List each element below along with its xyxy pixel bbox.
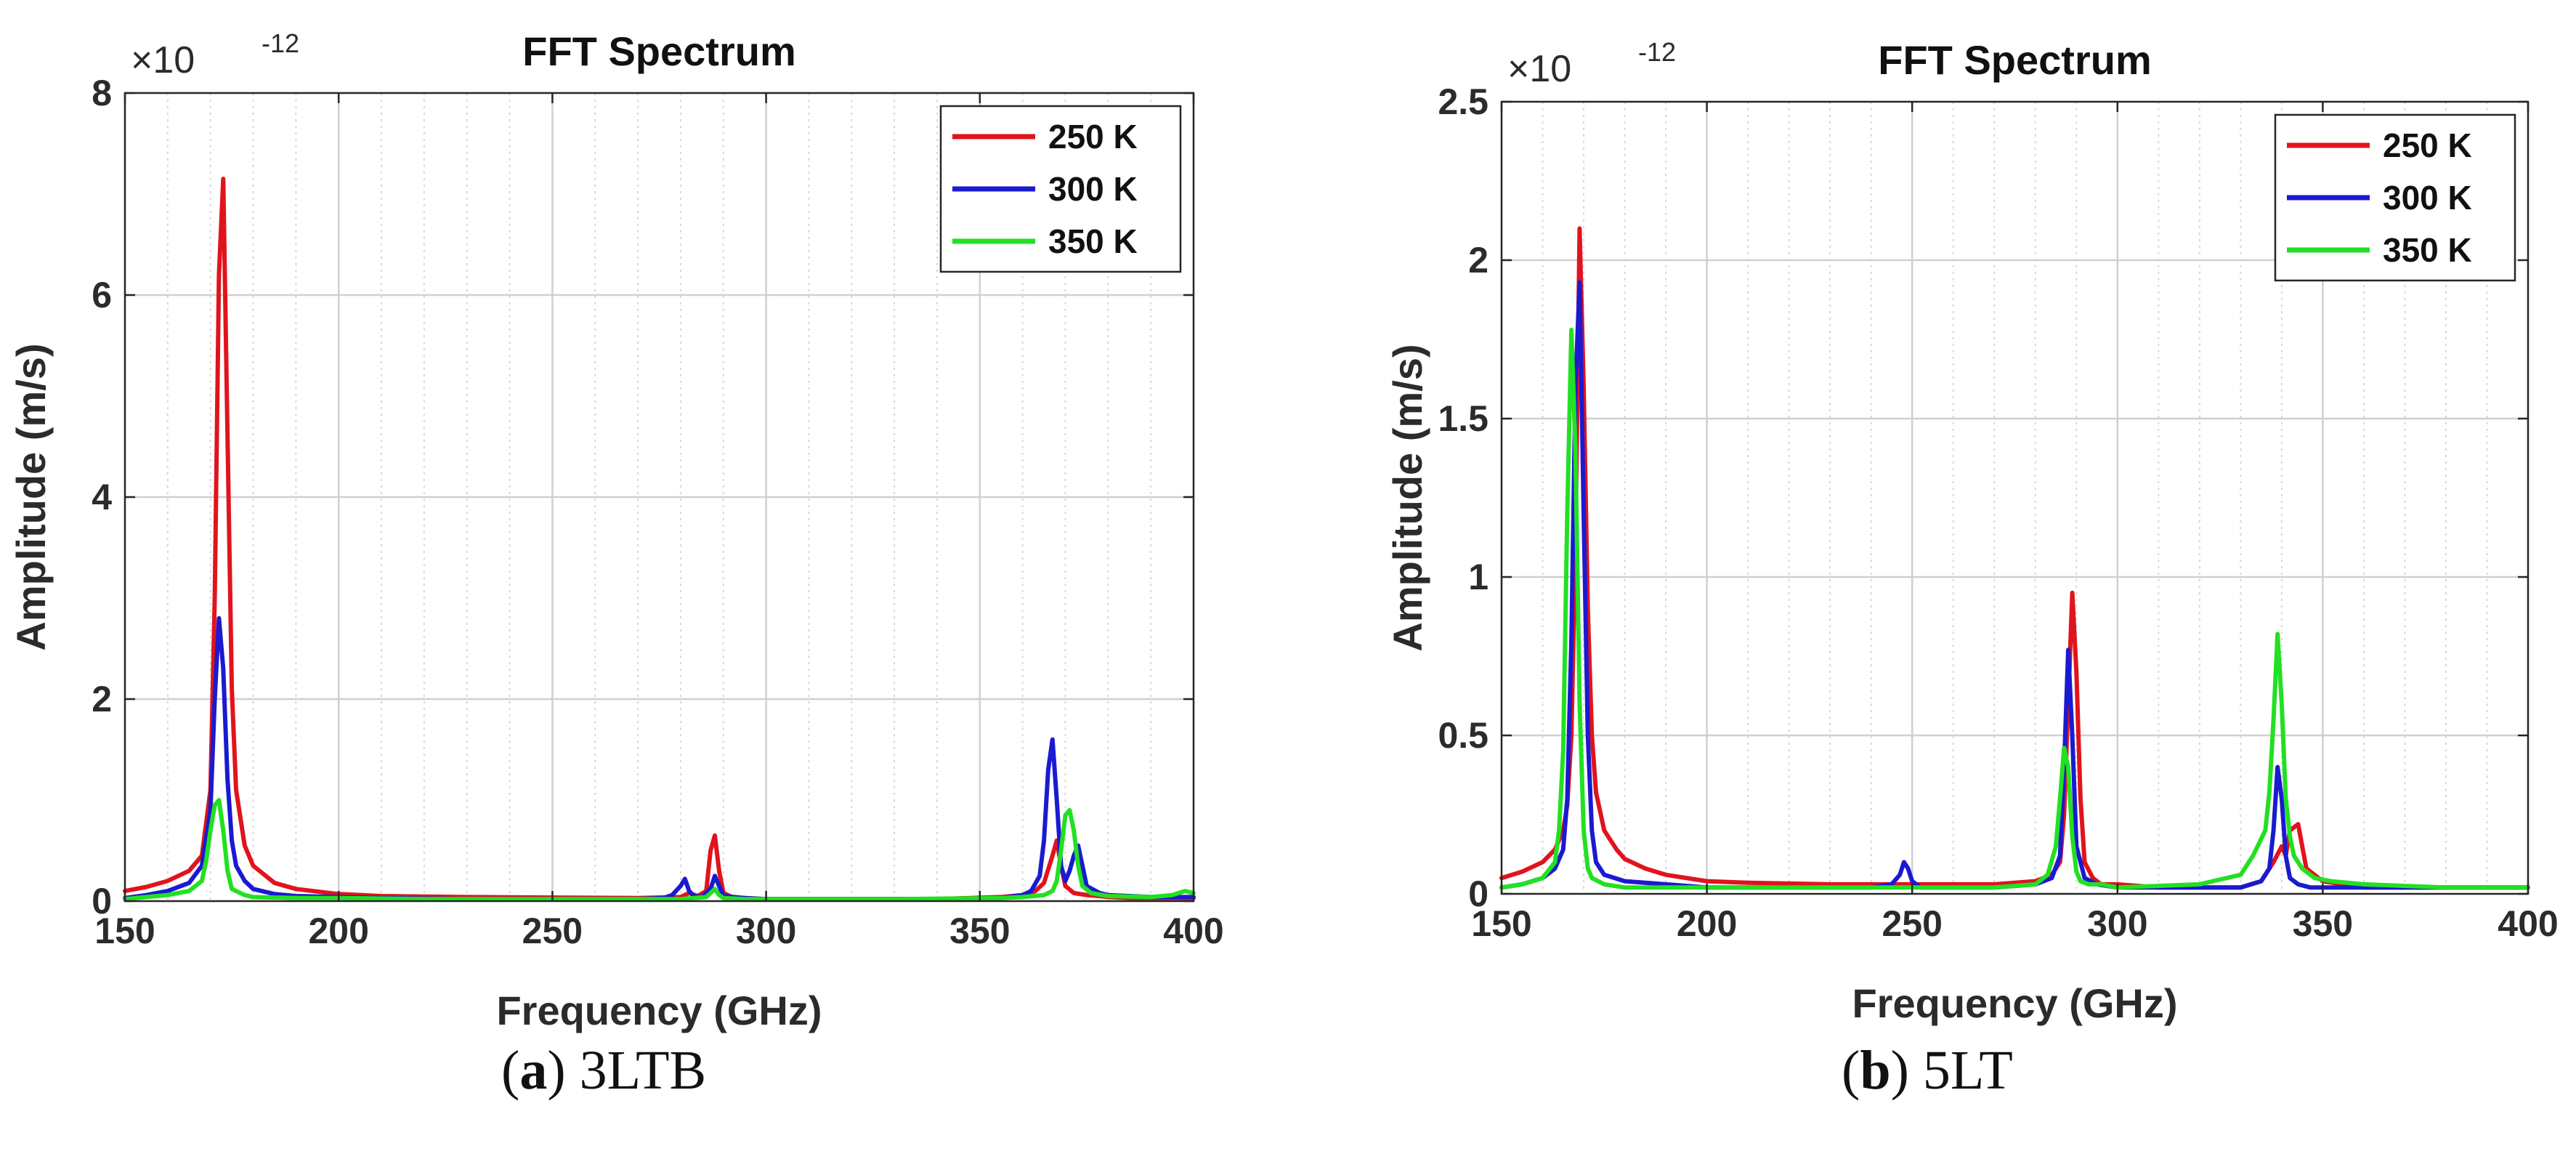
legend: 250 K 300 K 350 K (939, 105, 1182, 273)
x-tick-label: 350 (2293, 903, 2353, 944)
caption-a: (a) 3LTB (501, 1040, 707, 1101)
series-line-350-k (1499, 327, 2530, 890)
chart-panel-b: 150 200 250 300 350 400 0 0.5 1 1.5 2 2.5 ×10 -12 FFT … (1385, 37, 2559, 1026)
caption-a-name: 3LTB (579, 1040, 707, 1101)
y-tick-label: 8 (92, 73, 112, 113)
axes-box (1500, 100, 2530, 895)
chart-title: FFT Spectrum (522, 28, 795, 74)
series-line-350-k (123, 798, 1196, 902)
y-tick-label: 1 (1468, 557, 1489, 597)
y-tick-label: 1.5 (1438, 398, 1489, 439)
legend-label: 250 K (2383, 126, 2472, 164)
legend-label: 300 K (2383, 179, 2472, 217)
chart-panel-a: 150 200 250 300 350 400 0 2 4 6 8 ×10 -12 FFT Spectru… (8, 28, 1224, 1033)
x-axis-label: Frequency (GHz) (1852, 980, 2177, 1026)
x-tick-label: 300 (736, 911, 796, 951)
caption-b: (b) 5LT (1842, 1040, 2013, 1101)
legend-label: 350 K (2383, 231, 2472, 269)
y-exponent-power: -12 (1638, 37, 1676, 67)
y-tick-label: 2 (92, 679, 112, 719)
legend: 250 K 300 K 350 K (2274, 113, 2516, 282)
y-tick-label: 0 (1468, 873, 1489, 914)
x-tick-label: 200 (1677, 903, 1737, 944)
x-tick-label: 250 (1882, 903, 1942, 944)
caption-b-name: 5LT (1922, 1040, 2013, 1101)
caption-b-letter: b (1860, 1040, 1891, 1101)
legend-label: 250 K (1048, 118, 1138, 156)
y-tick-label: 2.5 (1438, 81, 1489, 122)
caption-a-letter: a (519, 1040, 548, 1101)
x-axis-label: Frequency (GHz) (496, 988, 822, 1033)
y-axis-label: Amplitude (m/s) (1385, 344, 1430, 651)
legend-label: 300 K (1048, 170, 1138, 208)
y-exponent-power: -12 (262, 28, 299, 58)
y-tick-label: 0.5 (1438, 715, 1489, 756)
y-tick-label: 6 (92, 275, 112, 315)
y-tick-label: 0 (92, 881, 112, 921)
y-exponent-base: ×10 (1507, 48, 1571, 90)
x-tick-label: 150 (1471, 903, 1531, 944)
y-exponent-base: ×10 (131, 39, 195, 81)
y-axis-label: Amplitude (m/s) (8, 343, 54, 650)
x-tick-label: 350 (949, 911, 1010, 951)
x-tick-label: 300 (2087, 903, 2147, 944)
x-tick-label: 400 (2498, 903, 2558, 944)
x-tick-label: 400 (1163, 911, 1223, 951)
chart-title: FFT Spectrum (1878, 37, 2151, 83)
x-tick-label: 200 (308, 911, 368, 951)
legend-label: 350 K (1048, 222, 1138, 260)
x-tick-label: 250 (522, 911, 583, 951)
y-tick-label: 4 (92, 477, 112, 517)
x-tick-label: 150 (94, 911, 155, 951)
series-line-300-k (123, 616, 1196, 902)
y-tick-label: 2 (1468, 240, 1489, 281)
